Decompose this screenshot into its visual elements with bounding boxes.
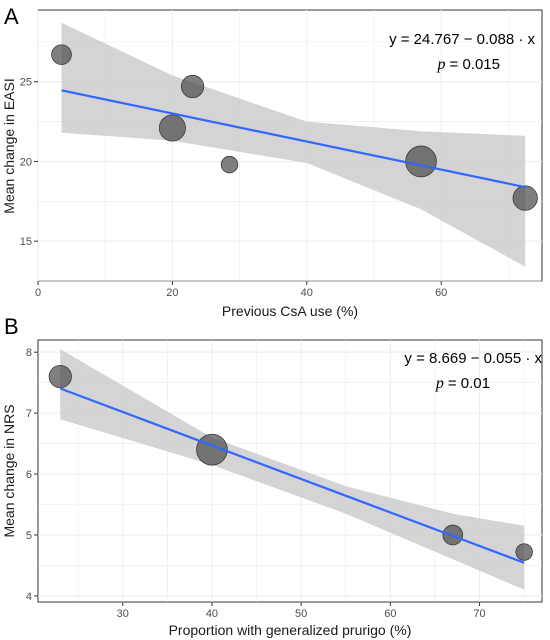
y-tick-label: 5 xyxy=(26,530,32,542)
p-value-a: p = 0.015 xyxy=(437,56,500,73)
data-point xyxy=(220,155,239,174)
x-tick-label: 60 xyxy=(435,287,447,299)
y-tick-label: 6 xyxy=(26,469,32,481)
p-value-b: p = 0.01 xyxy=(435,375,490,392)
y-tick-label: 4 xyxy=(26,591,32,603)
equation-a: y = 24.767 − 0.088 · x xyxy=(389,31,535,48)
x-axis-title-b: Proportion with generalized prurigo (%) xyxy=(169,622,412,638)
x-axis-title-a: Previous CsA use (%) xyxy=(222,303,358,319)
panel-a: A 0 20 40 60 15 20 25 y = 24.767 − 0.088 · x p… xyxy=(1,4,543,319)
confidence-band xyxy=(61,22,526,267)
p-symbol-b: p xyxy=(435,375,444,392)
data-point xyxy=(405,145,437,178)
panel-label-b: B xyxy=(4,314,19,339)
fit-line-a xyxy=(61,89,526,189)
x-tick-label: 50 xyxy=(295,608,307,620)
x-tick-label: 60 xyxy=(384,608,396,620)
points-a xyxy=(51,44,538,211)
x-tick-label: 70 xyxy=(473,608,485,620)
data-point xyxy=(51,44,72,65)
data-point xyxy=(158,114,186,142)
fit-line-b xyxy=(59,387,525,564)
equation-b: y = 8.669 − 0.055 · x xyxy=(404,350,542,367)
panel-label-a: A xyxy=(4,4,19,29)
ci-band-a xyxy=(61,22,526,267)
x-tick-label: 20 xyxy=(166,287,178,299)
confidence-band xyxy=(60,349,525,590)
ticks-a: 0 20 40 60 15 20 25 xyxy=(20,77,448,299)
y-tick-label: 7 xyxy=(26,408,32,420)
data-point xyxy=(515,543,533,561)
data-point xyxy=(48,364,72,389)
p-number-a: = 0.015 xyxy=(450,56,500,73)
x-tick-label: 30 xyxy=(117,608,129,620)
y-axis-title-a: Mean change in EASI xyxy=(1,78,17,213)
x-tick-label: 40 xyxy=(301,287,313,299)
y-tick-label: 25 xyxy=(20,77,32,89)
p-number-b: = 0.01 xyxy=(448,375,490,392)
ci-band-b xyxy=(60,349,525,590)
p-symbol-a: p xyxy=(437,56,446,73)
x-tick-label: 40 xyxy=(206,608,218,620)
y-tick-label: 15 xyxy=(20,236,32,248)
y-axis-title-b: Mean change in NRS xyxy=(1,404,17,537)
regression-line xyxy=(61,89,526,189)
data-point xyxy=(180,74,205,99)
ticks-b: 30 40 50 60 70 4 5 6 7 8 xyxy=(26,347,486,620)
x-tick-label: 0 xyxy=(35,287,41,299)
y-tick-label: 20 xyxy=(20,156,32,168)
y-tick-label: 8 xyxy=(26,347,32,359)
regression-line xyxy=(59,387,525,564)
data-point xyxy=(512,185,538,211)
